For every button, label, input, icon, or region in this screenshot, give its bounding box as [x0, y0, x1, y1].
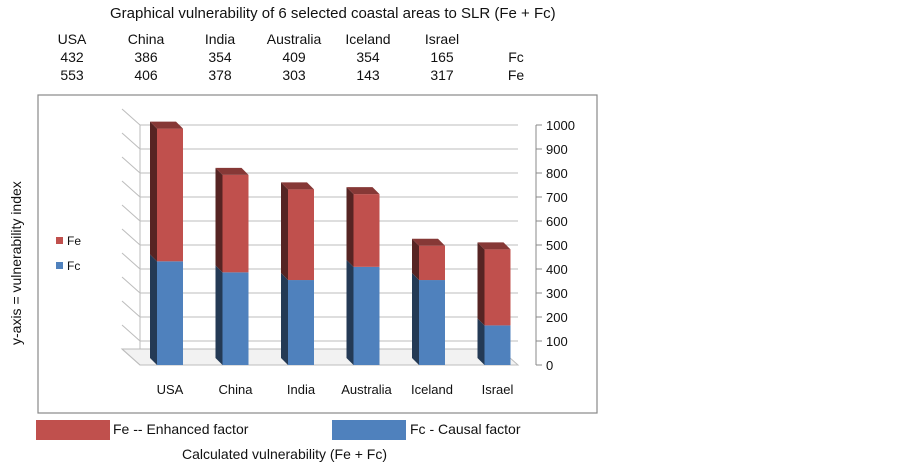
gridline [121, 132, 518, 150]
bar-top [346, 187, 380, 195]
bar-side [150, 254, 157, 365]
table-cell: 386 [134, 49, 158, 65]
y-tick-label: 300 [546, 286, 568, 301]
gridline [121, 204, 518, 222]
y-tick-label: 200 [546, 310, 568, 325]
y-tick-label: 100 [546, 334, 568, 349]
bar-side [281, 273, 288, 365]
bar-side [346, 187, 354, 267]
bar-fc-iceland [419, 280, 445, 365]
legend-label-fe: Fe [67, 234, 81, 248]
table-header-usa: USA [57, 31, 87, 47]
legend-fc-swatch [332, 420, 406, 440]
x-tick-label: Australia [341, 382, 392, 397]
table-cell: 165 [430, 49, 454, 65]
x-tick-label: China [219, 382, 254, 397]
table-row-label: Fe [507, 67, 525, 83]
gridline [121, 300, 518, 318]
bar-side [412, 273, 419, 365]
y-tick-label: 600 [546, 214, 568, 229]
bar-top [281, 182, 314, 190]
bar-fe-iceland [419, 245, 445, 281]
gridline [121, 228, 518, 246]
x-tick-label: India [287, 382, 316, 397]
legend-fe-swatch [36, 420, 110, 440]
table-header-australia: Australia [266, 31, 322, 47]
bar-side [477, 318, 485, 365]
legend-fe-label: Fe -- Enhanced factor [113, 421, 249, 437]
table-cell: 354 [356, 49, 380, 65]
table-cell: 553 [60, 67, 84, 83]
bar-top [215, 167, 249, 175]
bar-fe-india [288, 189, 314, 281]
x-tick-label: Iceland [411, 382, 453, 397]
bar-side [477, 242, 485, 326]
y-axis-label: y-axis = vulnerability index [8, 181, 24, 345]
table-header-china: China [127, 31, 165, 47]
table-cell: 143 [356, 67, 380, 83]
y-tick-label: 1000 [546, 118, 575, 133]
bar-side [412, 238, 419, 281]
bar-fc-israel [484, 325, 511, 365]
y-tick-label: 800 [546, 166, 568, 181]
table-cell: 406 [134, 67, 158, 83]
y-tick-label: 500 [546, 238, 568, 253]
bar-side [346, 259, 354, 365]
y-tick-labels: 0 100 200 300 400 500 600 700 800 900 1000 [546, 118, 575, 373]
gridline [121, 324, 518, 342]
legend-swatch-fc [56, 262, 63, 269]
gridline [121, 252, 518, 270]
x-tick-label: Israel [482, 382, 514, 397]
table-header-india: India [204, 31, 236, 47]
y-tick-label: 700 [546, 190, 568, 205]
y-tick-label: 900 [546, 142, 568, 157]
gridline [121, 276, 518, 294]
bar-fc-australia [353, 266, 380, 365]
gridline [121, 108, 518, 126]
bar-top [477, 242, 511, 250]
table-cell: 432 [60, 49, 84, 65]
bar-fc-india [288, 280, 314, 365]
y-tick-label: 400 [546, 262, 568, 277]
x-tick-labels: USA China India Australia Iceland Israel [157, 382, 514, 397]
table-cell: 378 [208, 67, 232, 83]
gridline [121, 348, 518, 366]
inner-legend: Fe Fc [56, 234, 81, 273]
table-cell: 409 [282, 49, 306, 65]
table-cell: 303 [282, 67, 306, 83]
bar-fe-china [222, 174, 249, 273]
bar-fc-usa [157, 261, 183, 365]
bars-group [150, 121, 511, 365]
table-row-label: Fc [508, 49, 524, 65]
table-header-iceland: Iceland [345, 31, 391, 47]
bar-fc-china [222, 272, 249, 365]
bar-top [412, 238, 445, 246]
bar-side [150, 121, 157, 262]
table-header-israel: Israel [424, 31, 460, 47]
bar-side [281, 182, 288, 281]
x-tick-label: USA [157, 382, 184, 397]
chart-title: Graphical vulnerability of 6 selected co… [110, 5, 556, 22]
bar-side [215, 265, 223, 365]
legend-fc-label: Fc - Causal factor [410, 421, 521, 437]
gridline [121, 180, 518, 198]
table-cell: 354 [208, 49, 232, 65]
caption: Calculated vulnerability (Fe + Fc) [182, 446, 388, 462]
legend-label-fc: Fc [67, 259, 80, 273]
y-tick-label: 0 [546, 358, 553, 373]
bar-fe-usa [157, 128, 183, 262]
table-cell: 317 [430, 67, 454, 83]
bar-fe-australia [353, 194, 380, 267]
bar-fe-israel [484, 249, 511, 326]
legend-swatch-fe [56, 237, 63, 244]
gridline [121, 156, 518, 174]
bar-top [150, 121, 183, 129]
bar-side [215, 167, 223, 273]
